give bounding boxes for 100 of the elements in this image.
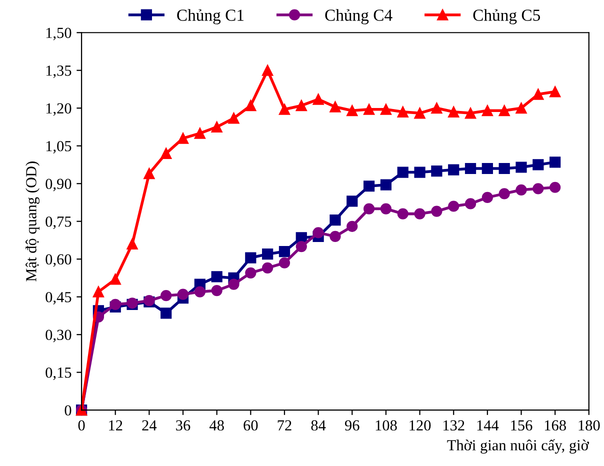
point <box>482 192 493 203</box>
x-tick-label: 48 <box>209 420 224 431</box>
point <box>464 108 476 119</box>
point <box>448 106 460 118</box>
point <box>363 104 375 115</box>
point <box>194 128 206 139</box>
point <box>312 227 324 238</box>
x-tick-label: 12 <box>109 420 122 430</box>
point <box>346 105 358 116</box>
point <box>330 101 341 112</box>
y-tick-label: 0 <box>64 405 72 416</box>
x-tick-label: 84 <box>311 420 326 431</box>
point <box>177 132 189 144</box>
point <box>296 240 307 252</box>
point <box>414 208 426 220</box>
x-tick-label: 120 <box>410 420 431 431</box>
point <box>262 248 274 260</box>
point <box>110 298 121 310</box>
x-tick-label: 132 <box>443 420 464 431</box>
x-tick-label: 144 <box>477 420 499 430</box>
point <box>177 288 189 300</box>
point <box>262 262 274 274</box>
x-axis-title: Thời gian nuôi cấy, giờ <box>447 439 590 454</box>
x-tick-label: 168 <box>544 420 566 431</box>
point <box>448 164 460 176</box>
point <box>532 159 544 170</box>
point <box>498 105 510 116</box>
legend-label: Chủng C5 <box>473 9 540 24</box>
point <box>211 284 222 296</box>
point <box>498 188 510 200</box>
x-tick-label: 156 <box>511 420 532 431</box>
point <box>245 252 256 264</box>
point <box>380 179 392 190</box>
x-tick-label: 24 <box>142 420 157 430</box>
point <box>550 182 561 193</box>
point <box>363 203 375 214</box>
point <box>431 102 442 114</box>
x-tick-label: 96 <box>344 420 360 431</box>
point <box>482 105 493 116</box>
x-tick-label: 60 <box>244 420 258 431</box>
point <box>363 180 375 192</box>
y-tick-label: 0,45 <box>46 292 72 304</box>
y-tick-label: 0,30 <box>46 330 72 342</box>
point <box>278 257 290 268</box>
point <box>126 238 138 250</box>
x-tick-label: 72 <box>278 420 292 430</box>
y-axis-title: Mật độ quang (OD) <box>26 162 40 282</box>
point <box>380 104 392 115</box>
point <box>245 267 256 278</box>
point <box>516 102 527 114</box>
point <box>532 88 544 100</box>
point <box>228 112 240 124</box>
point <box>414 108 426 119</box>
point <box>346 196 358 207</box>
point <box>160 308 172 319</box>
y-tick-label: 1,05 <box>46 141 72 154</box>
x-tick-label: 36 <box>176 420 190 431</box>
point <box>278 246 290 258</box>
point <box>516 184 527 196</box>
point <box>330 214 341 226</box>
point <box>397 106 408 118</box>
point <box>431 165 442 177</box>
point <box>211 121 222 133</box>
point <box>245 100 256 112</box>
point <box>211 271 222 282</box>
y-tick-label: 0,15 <box>46 367 72 380</box>
x-tick-label: 0 <box>78 420 85 431</box>
y-tick-label: 0,75 <box>46 216 72 229</box>
point <box>516 162 527 173</box>
point <box>312 94 324 105</box>
point <box>380 203 392 214</box>
point <box>431 206 442 217</box>
point <box>397 208 408 220</box>
point <box>397 166 408 178</box>
point <box>414 166 426 178</box>
point <box>482 162 493 174</box>
y-tick-label: 0,60 <box>46 254 72 267</box>
point <box>330 230 341 242</box>
point <box>194 286 206 298</box>
point <box>346 220 358 232</box>
legend-label: Chủng C1 <box>177 9 244 24</box>
point <box>296 100 307 112</box>
y-tick-label: 1,35 <box>46 66 72 78</box>
point <box>532 183 544 194</box>
point <box>144 168 155 180</box>
legend-label: Chủng C4 <box>325 9 392 24</box>
point <box>160 148 172 159</box>
point <box>278 104 290 115</box>
point <box>92 286 104 298</box>
point <box>448 200 460 212</box>
point <box>550 156 561 168</box>
point <box>160 290 172 302</box>
point <box>228 278 240 290</box>
y-tick-label: 1,20 <box>46 103 72 116</box>
point <box>110 274 121 285</box>
x-tick-label: 108 <box>376 420 397 431</box>
point <box>464 198 476 210</box>
point <box>464 162 476 174</box>
y-tick-label: 0,90 <box>46 178 72 192</box>
point <box>262 64 274 76</box>
